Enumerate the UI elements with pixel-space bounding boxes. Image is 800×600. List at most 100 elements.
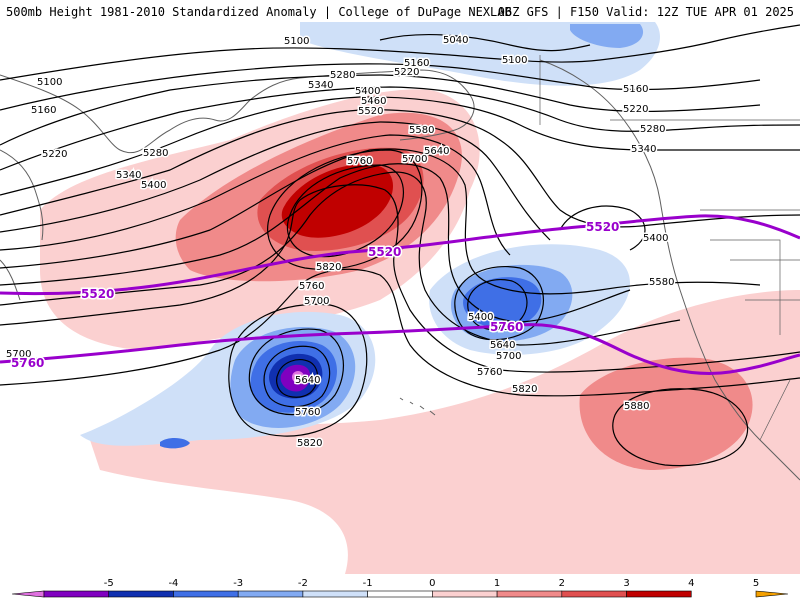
contour-5640 xyxy=(0,163,631,323)
contour-5760-closed-high xyxy=(267,149,423,270)
label-5040: 5040 xyxy=(443,35,468,46)
label-5640: 5640 xyxy=(424,146,449,157)
label-5640: 5640 xyxy=(295,375,320,386)
colorbar-tick-label: -3 xyxy=(233,578,243,589)
reference-contour-5760 xyxy=(0,323,800,375)
map-title: 500mb Height 1981-2010 Standardized Anom… xyxy=(6,5,512,19)
label-5340: 5340 xyxy=(631,144,656,155)
contour-5700 xyxy=(0,171,681,346)
label-5400: 5400 xyxy=(468,312,493,323)
state-borders xyxy=(539,55,800,441)
contour-labels: 5100 5040 5100 5160 5220 5280 5340 5400 … xyxy=(5,34,676,451)
colorbar-tick-label: 0 xyxy=(429,578,435,589)
contour-5220 xyxy=(0,74,761,146)
label-5760: 5760 xyxy=(347,156,372,167)
colorbar-tick-label: -1 xyxy=(363,578,373,589)
colorbar-bin xyxy=(626,590,692,598)
colorbar-bin xyxy=(496,590,563,598)
colorbar-bin xyxy=(302,590,368,598)
contour-5400 xyxy=(0,109,800,228)
neg-anomaly-north-inner xyxy=(570,24,644,48)
label-5160: 5160 xyxy=(31,105,56,116)
colorbar-tick-label: -5 xyxy=(104,578,114,589)
label-5220: 5220 xyxy=(42,149,67,160)
reference-contour-5520 xyxy=(0,214,800,296)
label-5160: 5160 xyxy=(404,58,429,69)
colorbar-bins xyxy=(11,590,789,598)
pos-anomaly-southeast-1sd xyxy=(579,357,753,470)
label-5280: 5280 xyxy=(330,70,355,81)
colorbar-tick-label: -4 xyxy=(168,578,178,589)
coastline-alaska xyxy=(299,69,475,141)
label-5520: 5520 xyxy=(358,106,383,117)
label-5760: 5760 xyxy=(295,407,320,418)
label-5220: 5220 xyxy=(394,67,419,78)
contour-5760 xyxy=(0,184,800,373)
contour-5280 xyxy=(0,86,800,171)
label-5220: 5220 xyxy=(623,104,648,115)
label-5340: 5340 xyxy=(308,80,333,91)
label-5700: 5700 xyxy=(304,296,329,307)
reference-label-5520: 5520 xyxy=(81,287,114,301)
colorbar-bin xyxy=(561,590,627,598)
colorbar-tick-label: 5 xyxy=(753,578,759,589)
reference-label-5760: 5760 xyxy=(490,320,523,334)
neg-anomaly-small-patch xyxy=(160,437,190,449)
label-5580: 5580 xyxy=(409,125,434,136)
contour-low-central-2 xyxy=(467,279,528,331)
label-5820: 5820 xyxy=(297,438,322,449)
contour-5520 xyxy=(0,134,511,256)
contour-5400-ridge xyxy=(559,205,646,251)
reference-label-5760: 5760 xyxy=(11,356,44,370)
colorbar-bin xyxy=(173,590,239,598)
label-5340: 5340 xyxy=(116,170,141,181)
contour-5820-closed-high xyxy=(286,164,404,258)
colorbar-bin xyxy=(367,590,433,598)
reference-contours xyxy=(0,214,800,375)
label-5700: 5700 xyxy=(6,349,31,360)
label-5400: 5400 xyxy=(355,86,380,97)
colorbar-tick-label: 3 xyxy=(623,578,629,589)
label-5400: 5400 xyxy=(141,180,166,191)
contour-low-ring-outer xyxy=(228,303,368,437)
label-5280: 5280 xyxy=(143,148,168,159)
contour-5460 xyxy=(0,121,551,241)
colorbar-ticks: -5 -4 -3 -2 -1 0 1 2 3 4 5 xyxy=(104,578,759,589)
colorbar: -5 -4 -3 -2 -1 0 1 2 3 4 5 xyxy=(0,574,800,600)
pos-anomaly-southeast xyxy=(90,290,800,574)
label-5100: 5100 xyxy=(37,77,62,88)
label-5580: 5580 xyxy=(649,277,674,288)
colorbar-bin xyxy=(108,590,174,598)
contour-low-ring-3 xyxy=(276,359,319,398)
colorbar-bin xyxy=(237,590,304,598)
label-5820: 5820 xyxy=(512,384,537,395)
colorbar-bin xyxy=(11,590,45,598)
label-5700: 5700 xyxy=(490,322,515,333)
contour-5160 xyxy=(0,63,761,111)
colorbar-bin xyxy=(432,590,498,598)
label-5280: 5280 xyxy=(640,124,665,135)
label-5760: 5760 xyxy=(299,281,324,292)
pos-anomaly-3sd xyxy=(281,164,394,238)
neg-anomaly-southwest-core xyxy=(292,371,304,383)
label-5700: 5700 xyxy=(402,154,427,165)
reference-label-5520: 5520 xyxy=(586,220,619,234)
colorbar-tick-label: 2 xyxy=(559,578,565,589)
colorbar-tick-label: -2 xyxy=(298,578,308,589)
contour-5580 xyxy=(0,148,761,295)
label-5640: 5640 xyxy=(490,340,515,351)
contour-5820 xyxy=(0,268,800,397)
contour-low-ring-1 xyxy=(248,328,344,416)
colorbar-bin xyxy=(755,590,789,598)
label-5160: 5160 xyxy=(623,84,648,95)
reference-label-5520: 5520 xyxy=(368,245,401,259)
anomaly-map: 5100 5040 5100 5160 5220 5280 5340 5400 … xyxy=(0,22,800,574)
hawaii-islands xyxy=(399,397,436,416)
contour-5880 xyxy=(612,388,749,467)
label-5400: 5400 xyxy=(643,233,668,244)
label-5100: 5100 xyxy=(284,36,309,47)
label-5460: 5460 xyxy=(361,96,386,107)
neg-anomaly-central-low-3sd xyxy=(463,277,542,329)
colorbar-tick-label: 4 xyxy=(688,578,694,589)
